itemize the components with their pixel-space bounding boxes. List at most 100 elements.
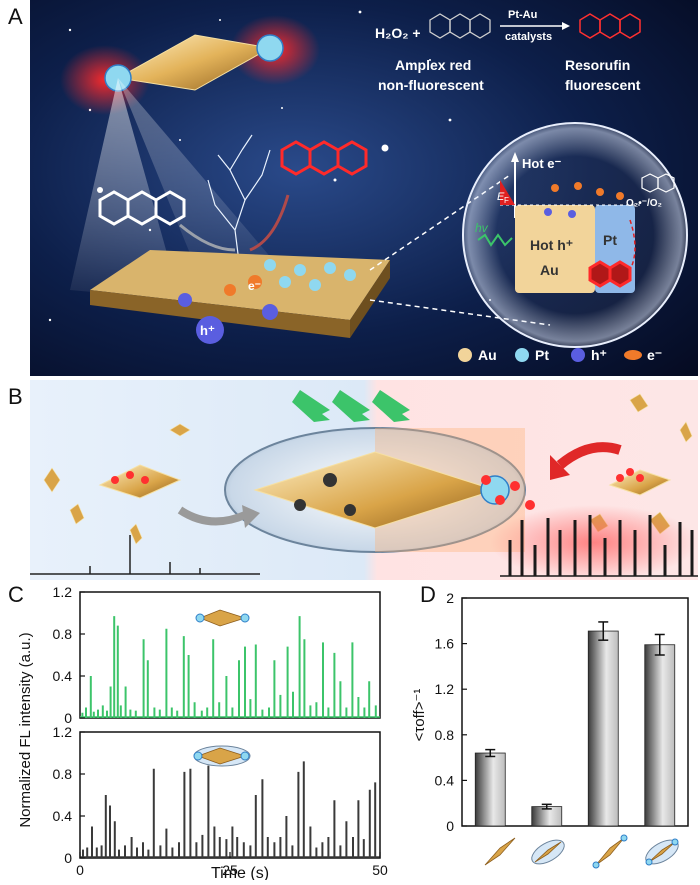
c-y-axis-label: Normalized FL intensity (a.u.) — [17, 632, 34, 827]
c-top-y-ticks: 0 0.4 0.8 1.2 — [53, 584, 85, 726]
d-y-ticks: 0 0.4 0.8 1.2 1.6 2 — [435, 590, 467, 834]
left-loaded-bipyramid — [98, 464, 182, 499]
c-bottom-trace — [80, 761, 380, 858]
inset-reactant-molecule — [641, 173, 675, 193]
panel-c-svg: 0 0.4 0.8 1.2 0 0.4 0.8 1.2 0 25 50 Time (s) Nor… — [17, 584, 388, 882]
c-top-y-tick-label: 0.8 — [53, 626, 73, 642]
panel-a-illustration: H₂O₂ + Pt-Au catalysts Amplex red non-fl… — [30, 0, 698, 376]
hot-h-label: Hot h⁺ — [530, 237, 573, 253]
panel-b-illustration — [30, 380, 698, 580]
d-y-axis-label: <τoff>⁻¹ — [411, 689, 428, 742]
inset-arrow — [629, 219, 636, 271]
c-top-y-tick-label: 0 — [64, 710, 72, 726]
right-trace-glow — [490, 505, 698, 580]
capsule-dots — [294, 473, 356, 516]
d-y-tick-label: 1.2 — [435, 681, 455, 697]
ef-sub-label: F — [504, 196, 509, 205]
d-y-tick-label: 0.4 — [435, 772, 455, 788]
photon-arrows — [292, 390, 410, 422]
pt-tip-right — [256, 34, 284, 62]
au-platform-top — [90, 250, 390, 320]
panel-letter-d: D — [420, 582, 436, 607]
h-plus-label: h⁺ — [200, 323, 215, 338]
panel-d-chart: 0 0.4 0.8 1.2 1.6 2 <τoff>⁻¹ — [400, 580, 700, 880]
legend-e-icon — [624, 350, 642, 360]
legend-pt-label: Pt — [535, 347, 549, 363]
product-name-1: Resorufin — [565, 57, 630, 73]
legend-e-label: e⁻ — [647, 347, 662, 363]
zoom-line-bottom — [369, 299, 551, 326]
inset-electrons — [551, 182, 624, 200]
ef-label: E — [497, 191, 505, 203]
au-platform-side — [90, 290, 350, 338]
c-bottom-particle-icon — [193, 745, 251, 767]
gray-arrow — [177, 506, 247, 526]
zoom-line-top — [369, 174, 511, 271]
panel-c-charts: 0 0.4 0.8 1.2 0 0.4 0.8 1.2 0 25 50 Time (s) Nor… — [0, 580, 400, 882]
d-y-tick-label: 0 — [446, 818, 454, 834]
photon-wave — [477, 233, 513, 247]
arrow-label-bottom: catalysts — [505, 31, 552, 43]
panel-a-legend: Au Pt h⁺ e⁻ — [458, 347, 662, 363]
c-x-ticks: 0 25 50 — [76, 852, 388, 878]
d-category-icon-pt-au-bipyramid — [592, 834, 628, 869]
c-x-tick-label: 25 — [222, 862, 238, 878]
right-trace — [500, 515, 698, 577]
lightning — [207, 134, 271, 271]
distribution-red — [500, 180, 515, 205]
d-bar — [587, 630, 619, 827]
c-top-y-tick-label: 1.2 — [53, 584, 73, 600]
c-bottom-y-tick-label: 0.4 — [53, 808, 73, 824]
au-block — [515, 205, 595, 293]
c-bottom-y-tick-label: 0 — [64, 850, 72, 866]
light-beam-mid — [118, 78, 290, 290]
red-product-dots — [481, 475, 535, 510]
resorufin-molecule — [579, 13, 641, 39]
pt-clusters — [264, 259, 356, 291]
panel-a-svg: H₂O₂ + Pt-Au catalysts Amplex red non-fl… — [30, 0, 698, 376]
c-top-y-tick-label: 0.4 — [53, 668, 73, 684]
d-category-icon-coated-au-bipyramid — [531, 839, 565, 865]
panel-b-svg — [30, 380, 698, 580]
pt-block-label: Pt — [603, 232, 617, 248]
c-bottom-y-tick-label: 1.2 — [53, 724, 73, 740]
c-top-trace — [80, 616, 380, 718]
red-arrow — [556, 442, 622, 469]
legend-au-icon — [458, 348, 472, 362]
d-category-icon-au-bipyramid — [484, 837, 516, 866]
c-x-tick-label: 50 — [372, 862, 388, 878]
c-top-particle-icon — [195, 609, 250, 627]
c-x-axis-label: Time (s) — [211, 865, 269, 880]
electrons — [224, 275, 262, 296]
panel-letter-a: A — [8, 4, 23, 29]
panel-letter-c: C — [8, 582, 24, 607]
c-bottom-y-tick-label: 0.8 — [53, 766, 73, 782]
e-minus-label: e⁻ — [248, 279, 261, 293]
arrow-in — [179, 223, 236, 252]
amplex-red-molecule — [429, 13, 491, 39]
d-bar — [474, 752, 506, 827]
holes — [178, 293, 278, 344]
d-category-icon-coated-pt-au-bipyramid — [645, 838, 679, 866]
arrow-label-top: Pt-Au — [508, 9, 537, 21]
au-block-label: Au — [540, 262, 559, 278]
arrow-out — [249, 194, 290, 252]
d-y-tick-label: 2 — [446, 590, 454, 606]
c-bottom-y-ticks: 0 0.4 0.8 1.2 — [53, 724, 85, 866]
d-y-tick-label: 1.6 — [435, 636, 455, 652]
right-red-dots — [616, 468, 644, 482]
hv-label: hv — [475, 221, 489, 235]
d-bar — [644, 644, 676, 827]
legend-h-icon — [571, 348, 585, 362]
c-x-tick-label: 0 — [76, 862, 84, 878]
inset-product-molecule — [588, 260, 632, 288]
inset-holes — [544, 208, 576, 218]
reactant-name-2: non-fluorescent — [378, 77, 484, 93]
panel-d-svg: 0 0.4 0.8 1.2 1.6 2 <τoff>⁻¹ — [411, 590, 689, 869]
o2-label: O₂•⁻/O₂ — [626, 198, 662, 209]
reactant-name-1: Amplex red — [395, 57, 471, 73]
d-y-tick-label: 0.8 — [435, 727, 455, 743]
reactant-molecule-left — [98, 190, 186, 226]
d-bars — [474, 621, 676, 827]
legend-pt-icon — [515, 348, 529, 362]
